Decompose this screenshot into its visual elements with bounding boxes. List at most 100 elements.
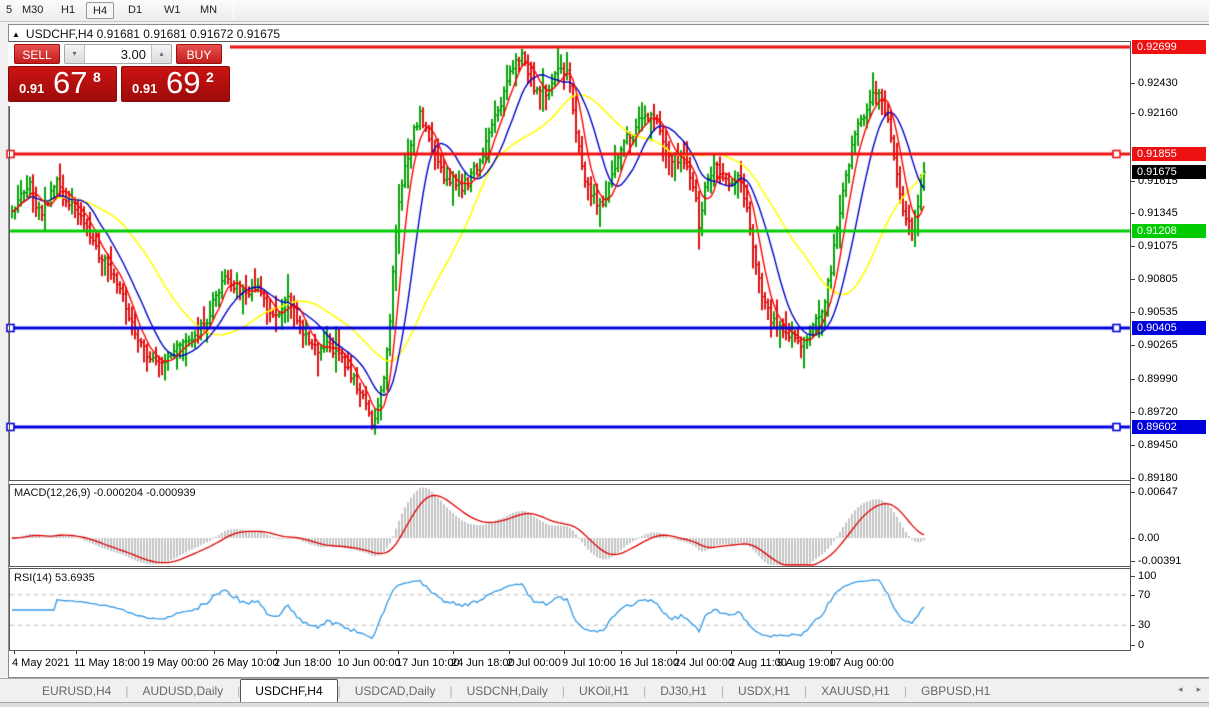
tab-eurusd[interactable]: EURUSD,H4 — [42, 684, 112, 698]
volume-stepper: ▾ 3.00 ▴ — [64, 44, 172, 64]
tab-separator: | — [561, 684, 566, 698]
time-tick — [276, 651, 277, 654]
time-tick — [76, 651, 77, 654]
sell-button[interactable]: SELL — [14, 44, 60, 64]
sell-price-small: 0.91 — [19, 81, 45, 96]
time-tick — [779, 651, 780, 654]
tab-usdcad[interactable]: USDCAD,Daily — [354, 684, 436, 698]
rsi-label: RSI(14) 53.6935 — [14, 572, 95, 584]
buy-button[interactable]: BUY — [176, 44, 222, 64]
rsi-tick — [1131, 595, 1135, 596]
time-label: 9 Aug 19:00 — [777, 657, 836, 669]
rsi-tick — [1131, 645, 1135, 646]
tab-scroll-controls: ◂ ▸ — [1178, 684, 1201, 695]
tab-dj30[interactable]: DJ30,H1 — [660, 684, 707, 698]
time-label: 2 Aug 11:00 — [729, 657, 787, 669]
timeframe-button-d1[interactable]: D1 — [128, 4, 143, 16]
tab-scroll-left-icon[interactable]: ◂ — [1177, 684, 1183, 694]
price-tick — [1131, 246, 1135, 247]
time-label: 9 Jul 10:00 — [562, 657, 616, 669]
timeframe-button-5[interactable]: 5 — [6, 4, 13, 16]
price-tick — [1131, 83, 1135, 84]
price-tick-label: 0.90535 — [1138, 306, 1178, 318]
macd-tick — [1131, 538, 1135, 539]
timeframe-button-w1[interactable]: W1 — [164, 4, 181, 16]
time-tick — [339, 651, 340, 654]
buy-price-sup: 2 — [206, 69, 214, 85]
price-level-badge[interactable]: 0.91208 — [1132, 224, 1206, 238]
price-axis — [1130, 42, 1131, 651]
volume-decrease-button[interactable]: ▾ — [65, 45, 85, 63]
time-tick — [731, 651, 732, 654]
price-tick — [1131, 478, 1135, 479]
price-tick — [1131, 279, 1135, 280]
macd-tick-label: 0.00 — [1138, 532, 1160, 544]
price-tick-label: 0.90265 — [1138, 339, 1178, 351]
tab-xauusd[interactable]: XAUUSD,H1 — [821, 684, 890, 698]
timeframe-button-h4[interactable]: H4 — [86, 2, 115, 19]
one-click-trade-panel: SELL ▾ 3.00 ▴ BUY 0.91 67 8 0.91 69 2 — [8, 42, 230, 106]
price-tick — [1131, 379, 1135, 380]
timeframe-button-m30[interactable]: M30 — [22, 4, 44, 16]
price-tick-label: 0.91345 — [1138, 207, 1178, 219]
time-tick — [509, 651, 510, 654]
symbol-marker-icon: ▲ — [12, 29, 20, 39]
price-level-badge[interactable]: 0.90405 — [1132, 321, 1206, 335]
price-tick-label: 0.92430 — [1138, 77, 1178, 89]
rsi-tick-label: 30 — [1138, 619, 1151, 631]
macd-label: MACD(12,26,9) -0.000204 -0.000939 — [14, 487, 196, 499]
rsi-tick-label: 100 — [1138, 570, 1157, 582]
tab-separator: | — [804, 684, 808, 698]
price-tick — [1131, 445, 1135, 446]
time-tick — [453, 651, 454, 654]
tab-audusd[interactable]: AUDUSD,Daily — [142, 684, 224, 698]
time-label: 2 Jul 00:00 — [507, 657, 561, 669]
tab-scroll-right-icon[interactable]: ▸ — [1196, 684, 1201, 694]
buy-price-box[interactable]: 0.91 69 2 — [121, 65, 230, 102]
price-tick — [1131, 345, 1135, 346]
price-tick-label: 0.89720 — [1138, 406, 1178, 418]
time-label: 24 Jul 00:00 — [674, 657, 734, 669]
macd-tick-label: -0.00391 — [1138, 555, 1182, 567]
price-level-badge[interactable]: 0.92699 — [1132, 40, 1206, 54]
time-label: 11 May 18:00 — [74, 657, 140, 669]
time-label: 2 Jun 18:00 — [274, 657, 332, 669]
current-price-badge: 0.91675 — [1132, 165, 1206, 179]
time-tick — [621, 651, 622, 654]
price-tick — [1131, 312, 1135, 313]
price-level-badge[interactable]: 0.91855 — [1132, 147, 1206, 161]
tab-usdchf[interactable]: USDCHF,H4 — [240, 679, 338, 702]
tab-ukoil[interactable]: UKOil,H1 — [579, 684, 630, 698]
trade-panel-prices: 0.91 67 8 0.91 69 2 — [8, 65, 230, 102]
buy-price-small: 0.91 — [132, 81, 158, 96]
volume-increase-button[interactable]: ▴ — [151, 45, 171, 63]
price-level-badge[interactable]: 0.89602 — [1132, 420, 1206, 434]
tab-separator: | — [237, 684, 241, 698]
rsi-tick — [1131, 625, 1135, 626]
price-tick-label: 0.89990 — [1138, 373, 1178, 385]
tab-separator: | — [125, 684, 129, 698]
sell-price-box[interactable]: 0.91 67 8 — [8, 65, 117, 102]
macd-tick-label: 0.00647 — [1138, 486, 1178, 498]
tabs-holder: EURUSD,H4 | AUDUSD,Daily | USDCHF,H4 | USDCAD,… — [28, 679, 1004, 702]
timeframe-button-mn[interactable]: MN — [200, 4, 218, 16]
buy-price-big: 69 — [166, 65, 201, 100]
tab-usdx[interactable]: USDX,H1 — [738, 684, 791, 698]
rsi-tick-label: 0 — [1138, 639, 1145, 651]
time-label: 16 Jul 18:00 — [619, 657, 679, 669]
timeframe-button-h1[interactable]: H1 — [61, 4, 76, 16]
tab-gbpusd[interactable]: GBPUSD,H1 — [920, 684, 991, 698]
time-label: 17 Jun 10:00 — [396, 657, 460, 669]
time-tick — [14, 651, 15, 654]
time-label: 19 May 00:00 — [142, 657, 209, 669]
chart-tab-bar: EURUSD,H4 | AUDUSD,Daily | USDCHF,H4 | USDCAD,… — [0, 678, 1209, 702]
tab-separator: | — [449, 684, 453, 698]
tab-usdcnh[interactable]: USDCNH,Daily — [466, 684, 548, 698]
volume-input[interactable]: 3.00 — [120, 47, 146, 62]
time-tick — [564, 651, 565, 654]
time-axis: 4 May 2021 11 May 18:00 19 May 00:00 26 May… — [9, 651, 1130, 677]
time-label: 26 May 10:00 — [212, 657, 279, 669]
time-tick — [144, 651, 145, 654]
